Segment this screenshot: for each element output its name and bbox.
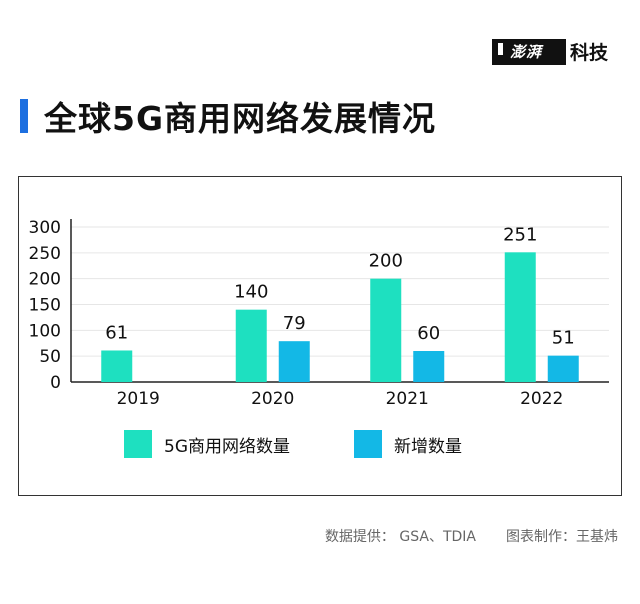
x-tick-label: 2019 — [117, 389, 160, 409]
logo-text: 澎湃 — [510, 42, 543, 61]
data-label: 79 — [283, 313, 306, 334]
chart-author: 图表制作：王基炜 — [506, 529, 618, 545]
page-title: 全球5G商用网络发展情况 — [44, 99, 437, 138]
legend-item-series1: 5G商用网络数量 — [124, 430, 290, 458]
legend-item-series2: 新增数量 — [354, 430, 462, 458]
bar-series2 — [278, 341, 310, 382]
logo-mark: 澎湃 — [492, 38, 566, 65]
y-tick-label: 50 — [39, 347, 61, 367]
data-label: 140 — [234, 282, 268, 303]
data-label: 51 — [552, 328, 575, 349]
data-label: 200 — [369, 251, 403, 272]
data-source: 数据提供： GSA、TDIA — [324, 529, 476, 545]
bar-series1 — [101, 350, 133, 382]
chart-frame: 0 50 100 150 200 250 300 61 2019 140 79 2020 200 60 20… — [18, 176, 622, 496]
data-label: 61 — [105, 322, 128, 343]
bar-series1 — [370, 278, 402, 382]
bar-series1 — [504, 252, 536, 382]
bar-series2 — [547, 355, 579, 382]
y-tick-label: 300 — [29, 218, 61, 238]
data-label: 60 — [417, 323, 440, 344]
footer: 数据提供： GSA、TDIA 图表制作：王基炜 — [325, 526, 618, 546]
bar-series2 — [413, 351, 445, 382]
bar-series1 — [235, 309, 267, 382]
title-accent-bar — [20, 99, 28, 133]
bar-chart: 0 50 100 150 200 250 300 61 2019 140 79 2020 200 60 20… — [29, 218, 609, 409]
brand-logo: 澎湃 科技 — [492, 38, 608, 65]
legend-label-series1: 5G商用网络数量 — [164, 436, 290, 457]
legend-swatch-series2 — [354, 430, 382, 458]
legend-label-series2: 新增数量 — [394, 436, 462, 457]
y-tick-label: 0 — [50, 373, 61, 393]
legend-swatch-series1 — [124, 430, 152, 458]
data-label: 251 — [503, 224, 537, 245]
x-tick-label: 2022 — [520, 389, 563, 409]
y-tick-label: 200 — [29, 270, 61, 290]
x-tick-label: 2020 — [251, 389, 294, 409]
y-tick-label: 100 — [29, 321, 61, 341]
y-tick-label: 250 — [29, 244, 61, 264]
chart-legend: 5G商用网络数量 新增数量 — [124, 430, 526, 458]
logo-section: 科技 — [570, 42, 609, 64]
y-tick-label: 150 — [29, 296, 61, 316]
x-tick-label: 2021 — [386, 389, 429, 409]
